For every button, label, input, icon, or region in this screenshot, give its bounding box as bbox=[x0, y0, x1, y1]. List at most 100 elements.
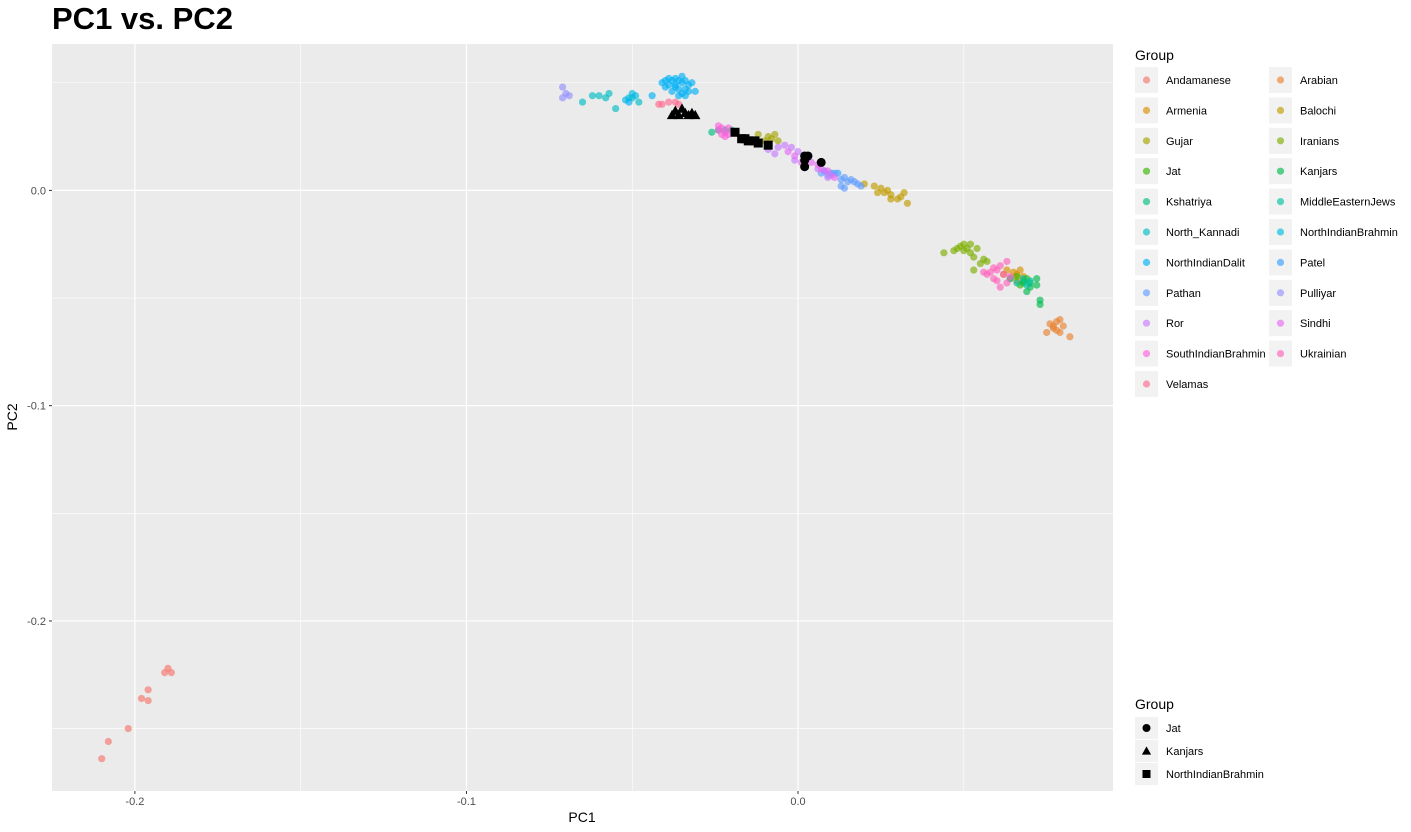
data-point bbox=[824, 167, 832, 175]
series-pulliyar bbox=[559, 83, 573, 102]
data-point bbox=[1003, 257, 1011, 266]
data-point bbox=[873, 188, 882, 197]
data-point bbox=[137, 694, 146, 703]
data-point bbox=[999, 270, 1008, 278]
data-point bbox=[691, 87, 699, 95]
data-point bbox=[970, 253, 978, 261]
y-axis-ticks: 0.0 -0.1 -0.2 bbox=[27, 185, 52, 628]
y-axis-title: PC2 bbox=[4, 403, 20, 430]
data-point bbox=[854, 180, 862, 188]
data-point bbox=[774, 137, 782, 145]
series-northindiandalit bbox=[625, 72, 699, 106]
legend-label: NorthIndianBrahmin bbox=[1300, 227, 1398, 239]
data-point bbox=[559, 94, 567, 102]
y-tick-label: 0.0 bbox=[31, 185, 46, 197]
series-southindianbrahmin bbox=[714, 122, 732, 141]
data-point-square bbox=[753, 138, 763, 148]
legend-label: Velamas bbox=[1166, 379, 1209, 391]
data-point bbox=[960, 240, 968, 248]
series-velamas bbox=[655, 98, 683, 108]
data-point bbox=[1059, 322, 1067, 330]
data-point-circle bbox=[800, 162, 810, 172]
data-point bbox=[754, 130, 762, 139]
data-point bbox=[1026, 277, 1034, 285]
legend-label: Pulliyar bbox=[1300, 288, 1336, 300]
chart-title: PC1 vs. PC2 bbox=[52, 1, 233, 36]
series-balochi bbox=[860, 180, 912, 207]
x-axis-title: PC1 bbox=[568, 809, 595, 825]
legend-label: Armenia bbox=[1166, 105, 1208, 117]
legend-marker-square bbox=[1142, 770, 1151, 778]
legend-label: Kanjars bbox=[1300, 166, 1338, 178]
data-point bbox=[966, 240, 975, 248]
legend-label: SouthIndianBrahmin bbox=[1166, 349, 1266, 361]
plot-panel bbox=[52, 44, 1113, 791]
shape-legend-title: Group bbox=[1135, 696, 1174, 712]
shape-legend: Group Jat Kanjars NorthIndianBrahmin bbox=[1135, 696, 1264, 785]
data-point bbox=[996, 283, 1004, 291]
legend-label: Ror bbox=[1166, 318, 1184, 330]
data-point bbox=[612, 104, 620, 113]
data-point bbox=[1013, 272, 1021, 281]
data-point bbox=[771, 130, 779, 139]
data-point bbox=[658, 100, 666, 108]
x-tick-label: -0.1 bbox=[457, 796, 476, 808]
data-point bbox=[565, 92, 573, 100]
data-point bbox=[993, 277, 1001, 285]
data-point bbox=[771, 150, 779, 158]
data-point bbox=[1049, 322, 1057, 330]
data-point bbox=[671, 83, 679, 91]
legend-marker-circle bbox=[1142, 724, 1151, 732]
data-point bbox=[625, 98, 633, 106]
data-point bbox=[953, 244, 961, 253]
legend-marker bbox=[1276, 76, 1285, 84]
data-point-circle bbox=[800, 155, 810, 165]
legend-marker bbox=[1276, 198, 1285, 206]
data-point bbox=[688, 79, 696, 87]
data-point bbox=[144, 686, 152, 694]
data-point bbox=[830, 173, 839, 182]
legend-label: Jat bbox=[1166, 166, 1181, 178]
legend-marker bbox=[1276, 167, 1285, 175]
legend-label: Jat bbox=[1166, 723, 1181, 735]
data-point bbox=[996, 262, 1004, 270]
legend-marker bbox=[1142, 137, 1151, 145]
legend-marker bbox=[1276, 289, 1285, 297]
series-andamanese bbox=[98, 664, 175, 763]
legend-label: Kshatriya bbox=[1166, 197, 1213, 209]
legend-marker bbox=[1276, 319, 1285, 327]
legend-label: NorthIndianDalit bbox=[1166, 257, 1245, 269]
data-point bbox=[970, 266, 978, 274]
data-point-square bbox=[743, 136, 753, 146]
legend-label: NorthIndianBrahmin bbox=[1166, 769, 1264, 781]
data-point-circle bbox=[816, 157, 826, 167]
y-tick-label: -0.1 bbox=[27, 401, 46, 413]
legend-marker bbox=[1276, 137, 1285, 145]
data-point bbox=[1056, 315, 1064, 324]
data-point bbox=[595, 92, 603, 100]
legend-marker bbox=[1276, 228, 1285, 236]
data-point bbox=[1036, 300, 1044, 309]
legend-marker bbox=[1142, 228, 1151, 236]
data-point bbox=[167, 668, 175, 677]
data-point bbox=[1019, 275, 1028, 283]
data-point bbox=[1056, 328, 1064, 337]
data-point bbox=[1013, 279, 1021, 287]
data-point bbox=[1033, 275, 1041, 283]
data-point bbox=[940, 249, 948, 257]
data-point bbox=[708, 128, 716, 136]
data-point bbox=[781, 141, 789, 149]
legend-marker bbox=[1142, 106, 1151, 114]
legend-label: Kanjars bbox=[1166, 746, 1204, 758]
legend-marker bbox=[1142, 198, 1151, 206]
data-point bbox=[104, 737, 112, 746]
data-point bbox=[648, 92, 656, 100]
series-iranians bbox=[940, 240, 991, 274]
data-point bbox=[588, 92, 597, 100]
legend-marker bbox=[1276, 258, 1285, 266]
data-point bbox=[724, 124, 732, 132]
legend-marker bbox=[1142, 289, 1151, 297]
legend-label: Gujar bbox=[1166, 136, 1193, 148]
data-point-square bbox=[730, 127, 740, 137]
